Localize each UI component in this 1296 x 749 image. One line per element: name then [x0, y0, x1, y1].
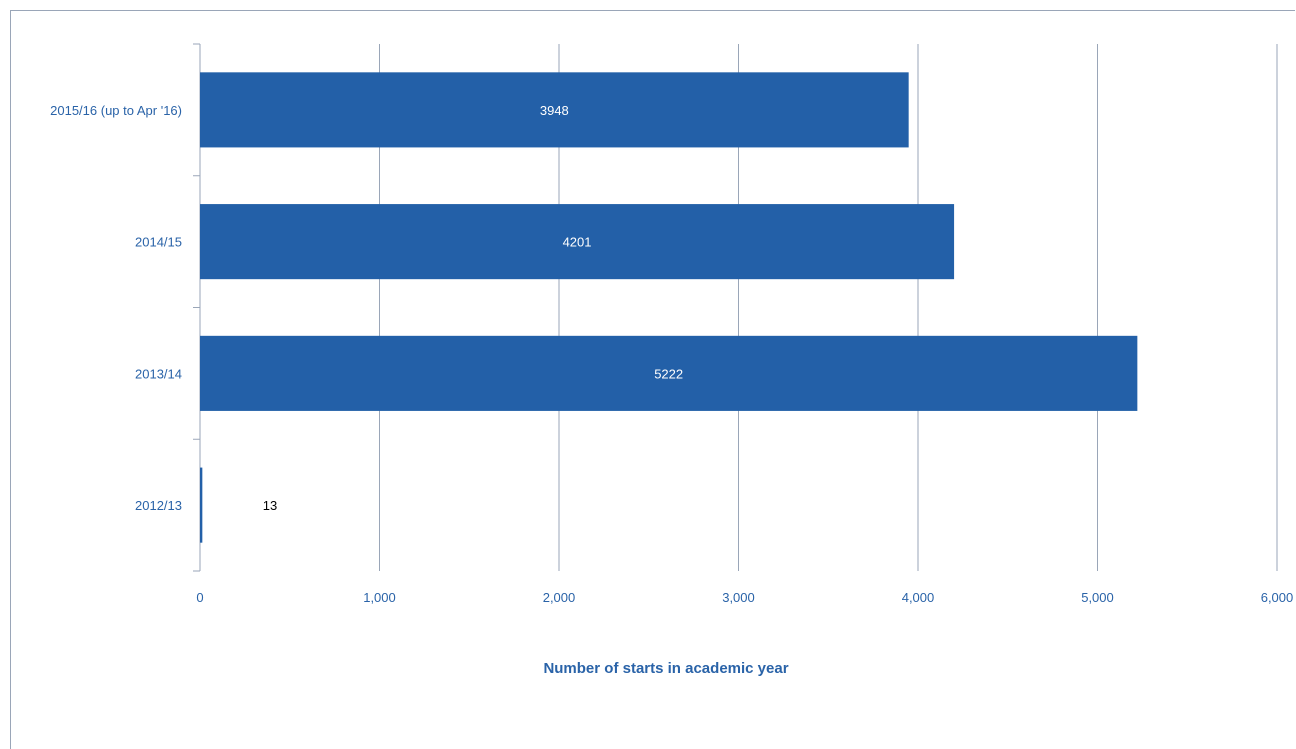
bar [200, 204, 955, 280]
x-tick-labels: 0 1,000 2,000 3,000 4,000 5,000 6,000 [196, 590, 1293, 605]
bar-data-label: 3948 [540, 103, 569, 118]
chart-frame [10, 10, 1295, 749]
category-label: 2014/15 [135, 235, 182, 250]
x-tick-label: 4,000 [902, 590, 935, 605]
bar [200, 335, 1138, 411]
x-tick-label: 6,000 [1261, 590, 1294, 605]
x-tick-label: 1,000 [363, 590, 396, 605]
bar-data-label: 4201 [563, 235, 592, 250]
category-labels: 2015/16 (up to Apr '16) 2014/15 2013/14 201… [50, 103, 182, 513]
category-label: 2012/13 [135, 498, 182, 513]
bars [200, 72, 1138, 543]
bar [200, 72, 909, 148]
bar-data-label: 5222 [654, 366, 683, 381]
category-label: 2013/14 [135, 366, 182, 381]
x-tick-label: 5,000 [1081, 590, 1114, 605]
grid-lines [379, 44, 1278, 571]
bar [200, 467, 203, 543]
x-tick-label: 0 [196, 590, 203, 605]
category-label: 2015/16 (up to Apr '16) [50, 103, 182, 118]
y-axis [193, 43, 201, 572]
bar-data-labels: 3948 4201 5222 13 [263, 103, 683, 513]
x-tick-label: 3,000 [722, 590, 755, 605]
x-axis-title: Number of starts in academic year [543, 660, 788, 677]
x-tick-label: 2,000 [543, 590, 576, 605]
bar-data-label: 13 [263, 498, 277, 513]
